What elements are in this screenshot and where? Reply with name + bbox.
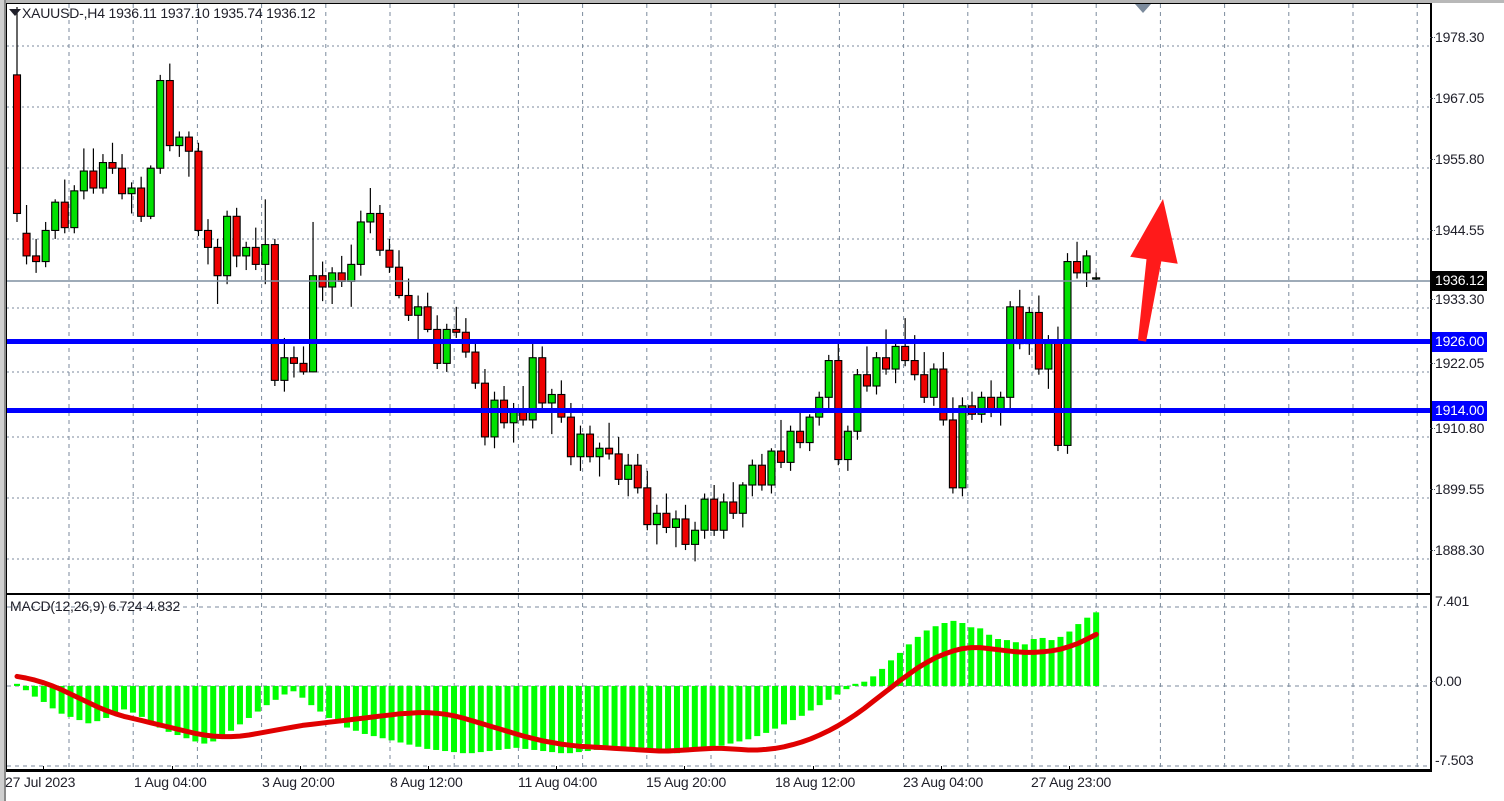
price-scale[interactable]: 1978.30 1967.05 1955.80 1944.55 1936.12 1933.… <box>1430 0 1504 801</box>
price-scale-label: 1955.80 <box>1435 151 1485 167</box>
level-price-label: 1914.00 <box>1432 401 1488 421</box>
price-scale-label: 1944.55 <box>1435 222 1485 238</box>
time-axis-tick <box>556 766 557 772</box>
price-chart-svg <box>7 4 1430 593</box>
price-scale-label: 1922.05 <box>1435 355 1485 371</box>
time-axis-tick <box>300 766 301 772</box>
current-price-label: 1936.12 <box>1432 271 1488 291</box>
price-scale-label: 1910.80 <box>1435 420 1485 436</box>
price-scale-axis-line <box>1430 3 1432 770</box>
price-scale-label: 1967.05 <box>1435 90 1485 106</box>
time-axis-label: 15 Aug 20:00 <box>646 774 727 790</box>
time-axis-tick <box>172 766 173 772</box>
time-axis-line <box>6 770 1432 772</box>
macd-scale-label: 7.401 <box>1435 593 1470 609</box>
macd-header-label: MACD(12,26,9) 6.724 4.832 <box>10 598 181 614</box>
price-scale-tick <box>1430 230 1435 231</box>
price-scale-label: 1888.30 <box>1435 542 1485 558</box>
time-axis-tick <box>941 766 942 772</box>
price-scale-tick <box>1430 98 1435 99</box>
time-axis-labels[interactable]: 27 Jul 2023 1 Aug 04:00 3 Aug 20:00 8 Aug 1… <box>0 766 1504 801</box>
price-scale-tick <box>1430 550 1435 551</box>
time-axis-label: 11 Aug 04:00 <box>518 774 598 790</box>
macd-indicator-pane[interactable] <box>6 593 1430 770</box>
time-axis-label: 23 Aug 04:00 <box>903 774 984 790</box>
time-axis-label: 1 Aug 04:00 <box>134 774 207 790</box>
macd-scale-label: 0.00 <box>1435 673 1462 689</box>
macd-chart-svg <box>7 595 1430 769</box>
level-price-label: 1926.00 <box>1432 332 1488 352</box>
time-axis-label: 27 Aug 23:00 <box>1031 774 1112 790</box>
price-scale-tick <box>1430 428 1435 429</box>
window-left-border-inner <box>4 0 6 801</box>
price-scale-tick <box>1430 363 1435 364</box>
price-scale-tick <box>1430 37 1435 38</box>
time-axis-label: 8 Aug 12:00 <box>390 774 463 790</box>
time-axis-label: 18 Aug 12:00 <box>775 774 856 790</box>
time-axis-label: 27 Jul 2023 <box>5 774 76 790</box>
price-scale-tick <box>1430 681 1435 682</box>
price-scale-label: 1978.30 <box>1435 29 1485 45</box>
time-axis-tick <box>813 766 814 772</box>
macd-scale-label: -7.503 <box>1435 752 1474 768</box>
triangle-down-marker-icon[interactable] <box>1135 4 1151 13</box>
price-scale-tick <box>1430 159 1435 160</box>
price-scale-tick <box>1430 299 1435 300</box>
window-left-border <box>0 0 4 801</box>
symbol-ohlc-header: XAUUSD-,H4 1936.11 1937.10 1935.74 1936.… <box>22 5 316 21</box>
time-axis-tick <box>684 766 685 772</box>
price-scale-label: 1899.55 <box>1435 481 1485 497</box>
price-scale-tick <box>1430 489 1435 490</box>
triangle-down-icon[interactable] <box>9 9 21 16</box>
price-chart-pane[interactable] <box>6 3 1430 593</box>
time-axis-tick <box>43 766 44 772</box>
price-scale-label: 1933.30 <box>1435 291 1485 307</box>
time-axis-tick <box>428 766 429 772</box>
window-top-border <box>0 0 1504 3</box>
time-axis-label: 3 Aug 20:00 <box>262 774 335 790</box>
time-axis-tick <box>1069 766 1070 772</box>
